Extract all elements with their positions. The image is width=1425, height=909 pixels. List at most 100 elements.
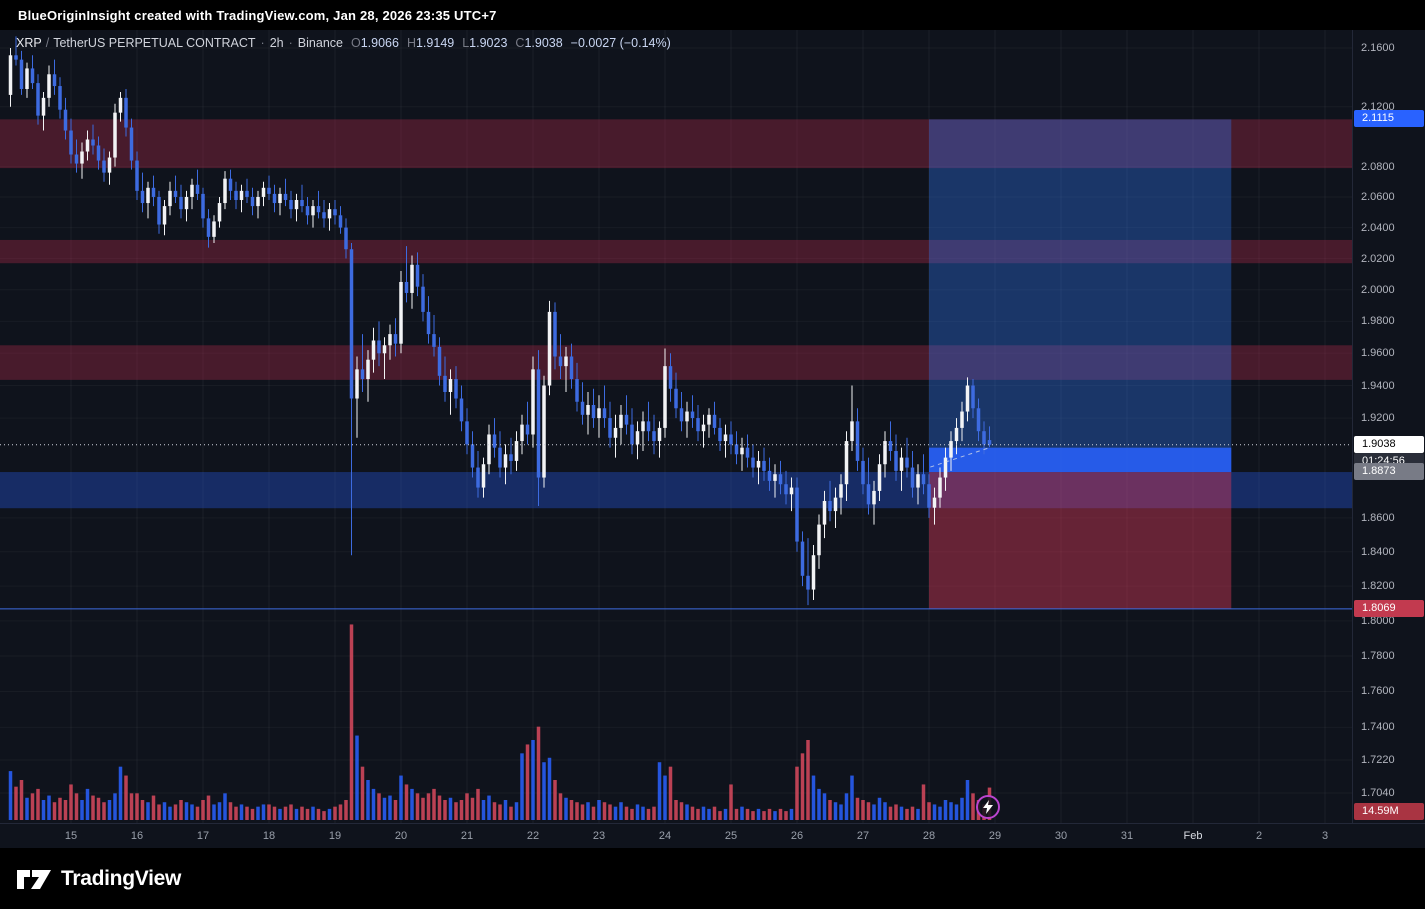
symbol-name[interactable]: XRP xyxy=(16,36,42,50)
time-axis[interactable]: 15 16 17 18 19 20 21 22 23 24 25 26 27 28 29 30 31 Feb 2 3 xyxy=(0,823,1425,848)
trendline[interactable] xyxy=(930,447,989,468)
candle-body xyxy=(91,139,95,146)
candle-body xyxy=(613,427,618,438)
volume-bar xyxy=(877,797,882,820)
candle-body xyxy=(25,68,29,89)
candle-body xyxy=(30,68,35,84)
candle-body xyxy=(778,474,783,485)
volume-bar xyxy=(663,775,667,820)
candle-body xyxy=(855,421,860,461)
candle-body xyxy=(498,447,502,468)
candle-body xyxy=(657,427,662,442)
position-entry-zone[interactable] xyxy=(929,447,1232,473)
volume-bar xyxy=(756,808,761,820)
volume-bar xyxy=(212,804,216,820)
volume-bar xyxy=(179,800,183,820)
time-tick-label: 24 xyxy=(658,830,672,842)
candle-body xyxy=(184,196,189,210)
candle-body xyxy=(151,187,156,197)
volume-bar xyxy=(118,766,123,820)
candle-body xyxy=(591,405,596,419)
volume-bar xyxy=(685,804,689,820)
volume-bar xyxy=(443,800,447,820)
exchange-label: Binance xyxy=(297,36,343,50)
candle-body xyxy=(360,369,365,380)
candle-body xyxy=(300,199,304,207)
time-tick-label: 25 xyxy=(724,830,738,842)
volume-bar xyxy=(228,802,233,820)
price-tick-label: 2.0400 xyxy=(1361,221,1395,234)
candle-body xyxy=(932,497,937,508)
volume-bar xyxy=(366,780,370,820)
price-chart-canvas[interactable] xyxy=(0,30,1352,823)
lightning-icon[interactable] xyxy=(976,795,1000,819)
candle-body xyxy=(74,154,79,164)
candle-body xyxy=(459,398,464,422)
dot-separator: · xyxy=(260,36,265,50)
price-label-2.1115: 2.1115 xyxy=(1354,110,1424,128)
volume-bar xyxy=(536,726,541,820)
candle-body xyxy=(668,366,673,389)
tradingview-logo[interactable]: TradingView xyxy=(16,865,181,892)
volume-bar xyxy=(822,793,827,820)
price-axis[interactable]: 2.1600 2.1200 2.0800 2.0600 2.0400 2.0200 2.00… xyxy=(1352,30,1425,823)
candle-body xyxy=(850,421,854,442)
candle-body xyxy=(883,441,887,465)
candle-body xyxy=(476,467,480,488)
volume-bar xyxy=(789,808,794,820)
candle-body xyxy=(547,311,552,386)
volume-bar xyxy=(767,808,772,820)
candle-body xyxy=(102,160,106,173)
volume-bar xyxy=(283,806,288,820)
position-stop-box[interactable] xyxy=(929,472,1232,609)
time-tick-label: 23 xyxy=(592,830,606,842)
volume-bar xyxy=(410,788,414,820)
volume-bar xyxy=(492,802,497,820)
candle-body xyxy=(311,206,315,216)
price-tick-label: 1.7040 xyxy=(1361,787,1395,800)
volume-bar xyxy=(514,802,519,820)
volume-bar xyxy=(751,811,755,820)
volume-bar xyxy=(773,811,777,820)
candle-body xyxy=(872,490,876,505)
volume-bar xyxy=(272,806,277,820)
volume-bar xyxy=(311,806,315,820)
candle-body xyxy=(877,464,882,491)
interval-label[interactable]: 2h xyxy=(269,36,284,50)
price-tick-label: 2.0800 xyxy=(1361,160,1395,173)
candle-body xyxy=(344,227,348,250)
volume-bar xyxy=(833,802,838,820)
volume-bar xyxy=(19,780,24,820)
candle-body xyxy=(789,487,794,495)
candle-body xyxy=(487,434,491,465)
volume-bar xyxy=(905,808,909,820)
candle-body xyxy=(729,434,733,445)
candle-body xyxy=(833,497,838,512)
time-tick-label: Feb xyxy=(1183,830,1203,842)
volume-bar xyxy=(954,804,959,820)
time-tick-label: 15 xyxy=(64,830,78,842)
candle-body xyxy=(223,178,227,204)
candle-body xyxy=(36,83,40,116)
volume-bar xyxy=(624,806,629,820)
volume-bar xyxy=(316,808,321,820)
volume-bar xyxy=(575,802,579,820)
candle-body xyxy=(366,359,370,380)
position-target-box[interactable] xyxy=(929,119,1232,473)
candle-body xyxy=(47,74,51,98)
candle-body xyxy=(410,264,414,293)
volume-bar xyxy=(712,806,717,820)
volume-bar xyxy=(377,793,381,820)
candle-body xyxy=(492,434,497,448)
price-tick-label: 2.0000 xyxy=(1361,283,1395,296)
candle-body xyxy=(234,190,238,200)
candle-body xyxy=(338,215,343,228)
chart-pane[interactable]: XRP / TetherUS PERPETUAL CONTRACT · 2h · Binan… xyxy=(0,30,1425,848)
volume-bar xyxy=(646,808,651,820)
volume-bar xyxy=(124,775,128,820)
volume-bar xyxy=(129,793,134,820)
time-tick-label: 27 xyxy=(856,830,870,842)
volume-bar xyxy=(910,806,915,820)
volume-bar xyxy=(404,784,409,820)
symbol-description: TetherUS PERPETUAL CONTRACT xyxy=(53,36,256,50)
